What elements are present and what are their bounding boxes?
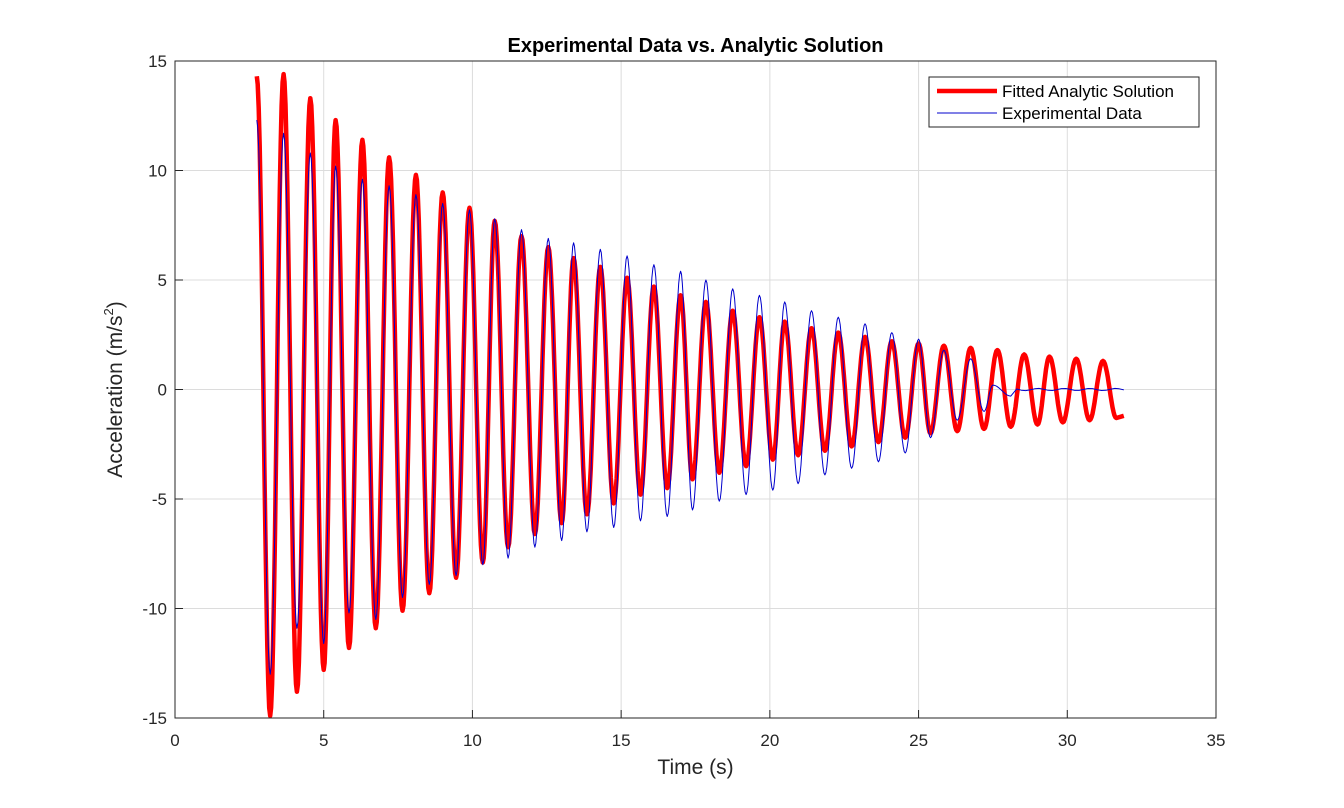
legend-box — [928, 76, 1200, 128]
x-tick-label: 20 — [760, 731, 779, 750]
x-tick-label: 30 — [1058, 731, 1077, 750]
x-tick-label: 5 — [319, 731, 328, 750]
series-line-experimental — [256, 120, 1124, 675]
y-tick-label: -10 — [142, 600, 167, 619]
y-tick-label: 0 — [158, 381, 167, 400]
y-tick-label: 10 — [148, 162, 167, 181]
y-axis-label: Acceleration (m/s2) — [101, 301, 127, 477]
x-tick-label: 15 — [612, 731, 631, 750]
y-tick-label: 5 — [158, 271, 167, 290]
y-tick-label: -15 — [142, 709, 167, 728]
y-axis-label-main: Acceleration (m/s — [104, 316, 127, 478]
series-layer — [254, 71, 1125, 719]
legend-label-fitted: Fitted Analytic Solution — [1002, 82, 1174, 101]
tick-labels: 0 5 10 15 20 25 30 35 -15 -10 -5 0 5 10 15 — [142, 52, 1225, 750]
x-tick-label: 0 — [170, 731, 179, 750]
y-tick-label: 15 — [148, 52, 167, 71]
y-axis-label-tail: ) — [104, 301, 127, 308]
x-tick-label: 10 — [463, 731, 482, 750]
x-axis-label: Time (s) — [657, 756, 733, 779]
x-tick-label: 35 — [1207, 731, 1226, 750]
chart-title: Experimental Data vs. Analytic Solution — [507, 35, 883, 57]
x-tick-label: 25 — [909, 731, 928, 750]
y-axis-label-superscript: 2 — [101, 308, 116, 315]
y-tick-label: -5 — [152, 490, 167, 509]
legend: Fitted Analytic Solution Experimental Da… — [928, 76, 1200, 128]
legend-label-experimental: Experimental Data — [1002, 104, 1142, 123]
